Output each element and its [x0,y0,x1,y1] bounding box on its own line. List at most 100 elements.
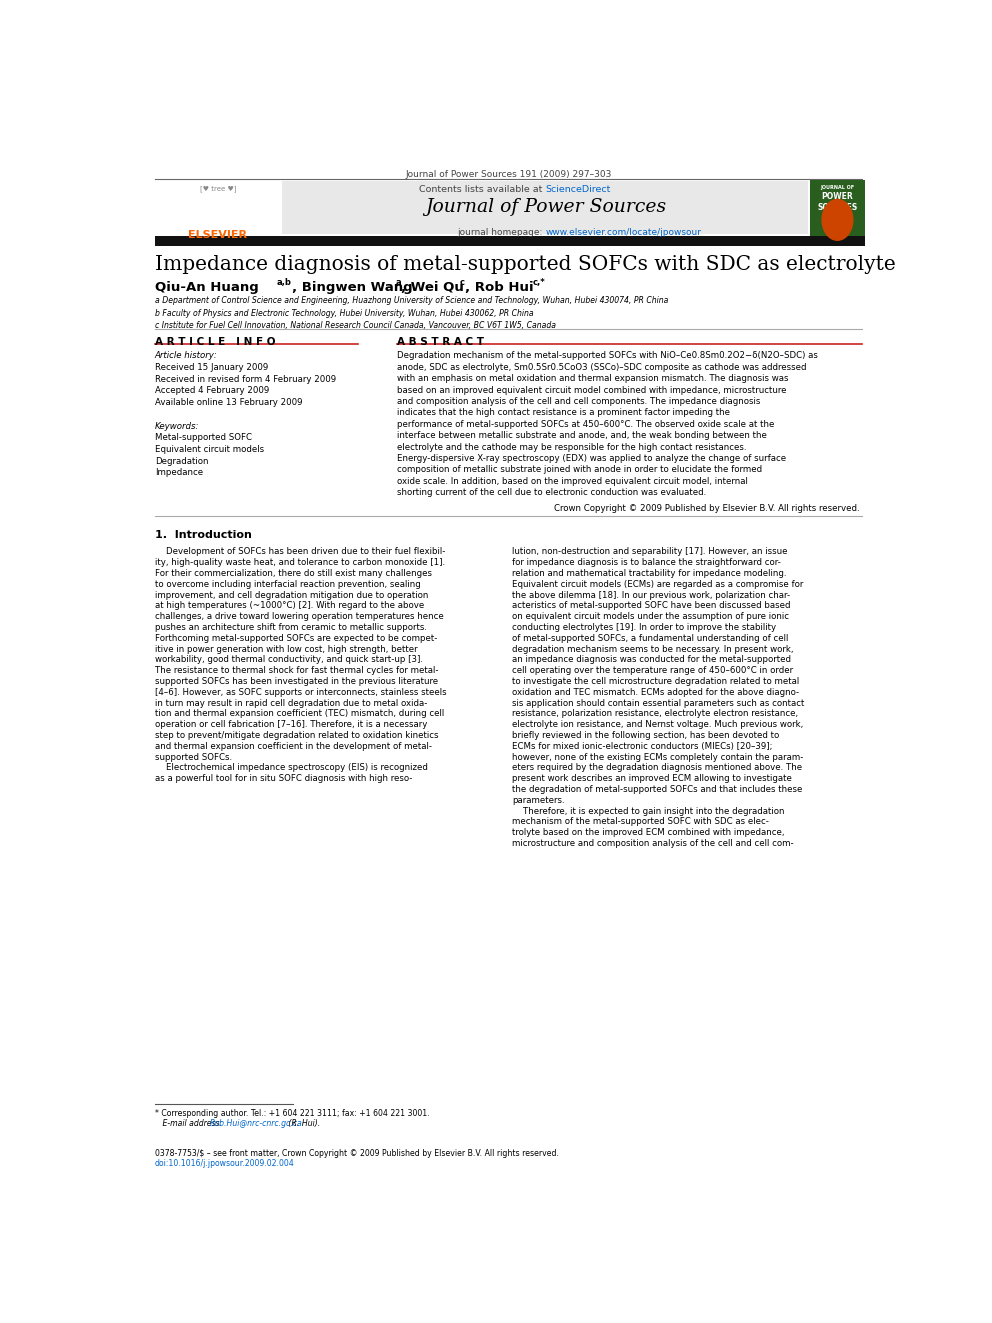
Text: Degradation mechanism of the metal-supported SOFCs with NiO–Ce0.8Sm0.2O2−δ(N2O–S: Degradation mechanism of the metal-suppo… [397,352,817,360]
Text: resistance, polarization resistance, electrolyte electron resistance,: resistance, polarization resistance, ele… [512,709,799,718]
Text: itive in power generation with low cost, high strength, better: itive in power generation with low cost,… [155,644,418,654]
Text: oxidation and TEC mismatch. ECMs adopted for the above diagno-: oxidation and TEC mismatch. ECMs adopted… [512,688,800,697]
Text: present work describes an improved ECM allowing to investigate: present work describes an improved ECM a… [512,774,793,783]
Text: Received in revised form 4 February 2009: Received in revised form 4 February 2009 [155,374,336,384]
Text: doi:10.1016/j.jpowsour.2009.02.004: doi:10.1016/j.jpowsour.2009.02.004 [155,1159,295,1168]
Text: oxide scale. In addition, based on the improved equivalent circuit model, intern: oxide scale. In addition, based on the i… [397,476,748,486]
Text: c,*: c,* [533,278,545,287]
Text: Therefore, it is expected to gain insight into the degradation: Therefore, it is expected to gain insigh… [512,807,785,816]
Text: trolyte based on the improved ECM combined with impedance,: trolyte based on the improved ECM combin… [512,828,785,837]
Text: step to prevent/mitigate degradation related to oxidation kinetics: step to prevent/mitigate degradation rel… [155,732,438,740]
Text: Metal-supported SOFC: Metal-supported SOFC [155,434,252,442]
Text: Journal of Power Sources 191 (2009) 297–303: Journal of Power Sources 191 (2009) 297–… [405,169,612,179]
Text: Rob.Hui@nrc-cnrc.gc.ca: Rob.Hui@nrc-cnrc.gc.ca [209,1119,303,1129]
Text: as a powerful tool for in situ SOFC diagnosis with high reso-: as a powerful tool for in situ SOFC diag… [155,774,412,783]
Text: a Department of Control Science and Engineering, Huazhong University of Science : a Department of Control Science and Engi… [155,296,669,306]
Text: cell operating over the temperature range of 450–600°C in order: cell operating over the temperature rang… [512,667,794,675]
Text: , Bingwen Wang: , Bingwen Wang [292,280,413,294]
Text: ScienceDirect: ScienceDirect [546,185,611,194]
Text: Received 15 January 2009: Received 15 January 2009 [155,363,268,372]
Text: Qiu-An Huang: Qiu-An Huang [155,280,259,294]
Text: ECMs for mixed ionic-electronic conductors (MIECs) [20–39];: ECMs for mixed ionic-electronic conducto… [512,742,773,751]
Text: of metal-supported SOFCs, a fundamental understanding of cell: of metal-supported SOFCs, a fundamental … [512,634,789,643]
Text: 0378-7753/$ – see front matter, Crown Copyright © 2009 Published by Elsevier B.V: 0378-7753/$ – see front matter, Crown Co… [155,1148,558,1158]
Text: www.elsevier.com/locate/jpowsour: www.elsevier.com/locate/jpowsour [546,228,701,237]
Text: ity, high-quality waste heat, and tolerance to carbon monoxide [1].: ity, high-quality waste heat, and tolera… [155,558,444,568]
Text: acteristics of metal-supported SOFC have been discussed based: acteristics of metal-supported SOFC have… [512,602,791,610]
Text: in turn may result in rapid cell degradation due to metal oxida-: in turn may result in rapid cell degrada… [155,699,428,708]
Text: supported SOFCs has been investigated in the previous literature: supported SOFCs has been investigated in… [155,677,437,687]
Text: microstructure and composition analysis of the cell and cell com-: microstructure and composition analysis … [512,839,794,848]
Text: challenges, a drive toward lowering operation temperatures hence: challenges, a drive toward lowering oper… [155,613,443,622]
Text: mechanism of the metal-supported SOFC with SDC as elec-: mechanism of the metal-supported SOFC wi… [512,818,769,827]
Text: and composition analysis of the cell and cell components. The impedance diagnosi: and composition analysis of the cell and… [397,397,760,406]
Text: composition of metallic substrate joined with anode in order to elucidate the fo: composition of metallic substrate joined… [397,466,762,475]
Text: Energy-dispersive X-ray spectroscopy (EDX) was applied to analyze the change of : Energy-dispersive X-ray spectroscopy (ED… [397,454,786,463]
Text: shorting current of the cell due to electronic conduction was evaluated.: shorting current of the cell due to elec… [397,488,706,497]
Text: interface between metallic substrate and anode, and, the weak bonding between th: interface between metallic substrate and… [397,431,767,441]
Text: , Rob Hui: , Rob Hui [464,280,534,294]
Text: pushes an architecture shift from ceramic to metallic supports.: pushes an architecture shift from cerami… [155,623,427,632]
Text: JOURNAL OF: JOURNAL OF [820,185,854,191]
Text: Forthcoming metal-supported SOFCs are expected to be compet-: Forthcoming metal-supported SOFCs are ex… [155,634,437,643]
Text: degradation mechanism seems to be necessary. In present work,: degradation mechanism seems to be necess… [512,644,794,654]
Text: supported SOFCs.: supported SOFCs. [155,753,232,762]
Text: electrolyte and the cathode may be responsible for the high contact resistances.: electrolyte and the cathode may be respo… [397,443,746,451]
Text: Crown Copyright © 2009 Published by Elsevier B.V. All rights reserved.: Crown Copyright © 2009 Published by Else… [555,504,860,513]
Text: [4–6]. However, as SOFC supports or interconnects, stainless steels: [4–6]. However, as SOFC supports or inte… [155,688,446,697]
Text: briefly reviewed in the following section, has been devoted to: briefly reviewed in the following sectio… [512,732,780,740]
Text: c Institute for Fuel Cell Innovation, National Research Council Canada, Vancouve: c Institute for Fuel Cell Innovation, Na… [155,320,556,329]
Text: Electrochemical impedance spectroscopy (EIS) is recognized: Electrochemical impedance spectroscopy (… [155,763,428,773]
Text: Keywords:: Keywords: [155,422,199,430]
Text: POWER: POWER [821,192,853,201]
Text: a,b: a,b [276,278,291,287]
Text: ELSEVIER: ELSEVIER [188,230,247,239]
Text: tion and thermal expansion coefficient (TEC) mismatch, during cell: tion and thermal expansion coefficient (… [155,709,444,718]
Text: based on an improved equivalent circuit model combined with impedance, microstru: based on an improved equivalent circuit … [397,385,787,394]
Text: Accepted 4 February 2009: Accepted 4 February 2009 [155,386,269,396]
Text: at high temperatures (~1000°C) [2]. With regard to the above: at high temperatures (~1000°C) [2]. With… [155,602,424,610]
Text: workability, good thermal conductivity, and quick start-up [3].: workability, good thermal conductivity, … [155,655,423,664]
Text: parameters.: parameters. [512,796,564,804]
Text: Journal of Power Sources: Journal of Power Sources [425,198,666,217]
Text: the degradation of metal-supported SOFCs and that includes these: the degradation of metal-supported SOFCs… [512,785,803,794]
Text: Article history:: Article history: [155,352,217,360]
Bar [155,237,865,246]
Text: anode, SDC as electrolyte, Sm0.5Sr0.5CoO3 (SSCo)–SDC composite as cathode was ad: anode, SDC as electrolyte, Sm0.5Sr0.5CoO… [397,363,806,372]
Text: and thermal expansion coefficient in the development of metal-: and thermal expansion coefficient in the… [155,742,432,751]
Text: A B S T R A C T: A B S T R A C T [397,337,484,347]
Text: lution, non-destruction and separability [17]. However, an issue: lution, non-destruction and separability… [512,548,788,557]
Bar [809,180,865,239]
Text: electrolyte ion resistance, and Nernst voltage. Much previous work,: electrolyte ion resistance, and Nernst v… [512,720,804,729]
Text: operation or cell fabrication [7–16]. Therefore, it is a necessary: operation or cell fabrication [7–16]. Th… [155,720,428,729]
Text: Contents lists available at: Contents lists available at [419,185,546,194]
Text: c: c [459,278,464,287]
Text: an impedance diagnosis was conducted for the metal-supported: an impedance diagnosis was conducted for… [512,655,792,664]
Text: with an emphasis on metal oxidation and thermal expansion mismatch. The diagnosi: with an emphasis on metal oxidation and … [397,374,789,384]
Text: journal homepage:: journal homepage: [457,228,546,237]
Text: (R. Hui).: (R. Hui). [287,1119,320,1129]
Text: conducting electrolytes [19]. In order to improve the stability: conducting electrolytes [19]. In order t… [512,623,777,632]
Text: relation and mathematical tractability for impedance modeling.: relation and mathematical tractability f… [512,569,787,578]
Text: the above dilemma [18]. In our previous work, polarization char-: the above dilemma [18]. In our previous … [512,590,791,599]
Bar [155,181,282,234]
Circle shape [822,200,853,241]
Text: however, none of the existing ECMs completely contain the param-: however, none of the existing ECMs compl… [512,753,804,762]
Text: * Corresponding author. Tel.: +1 604 221 3111; fax: +1 604 221 3001.: * Corresponding author. Tel.: +1 604 221… [155,1109,430,1118]
Text: E-mail address:: E-mail address: [155,1119,224,1129]
Text: improvement, and cell degradation mitigation due to operation: improvement, and cell degradation mitiga… [155,590,429,599]
Text: for impedance diagnosis is to balance the straightforward cor-: for impedance diagnosis is to balance th… [512,558,781,568]
Text: b Faculty of Physics and Electronic Technology, Hubei University, Wuhan, Hubei 4: b Faculty of Physics and Electronic Tech… [155,308,534,318]
Text: Equivalent circuit models: Equivalent circuit models [155,445,264,454]
Text: SOURCES: SOURCES [817,202,857,212]
Text: to investigate the cell microstructure degradation related to metal: to investigate the cell microstructure d… [512,677,800,687]
Text: eters required by the degradation diagnosis mentioned above. The: eters required by the degradation diagno… [512,763,803,773]
Text: , Wei Qu: , Wei Qu [401,280,463,294]
Text: Impedance diagnosis of metal-supported SOFCs with SDC as electrolyte: Impedance diagnosis of metal-supported S… [155,254,896,274]
Bar [282,181,808,234]
Text: performance of metal-supported SOFCs at 450–600°C. The observed oxide scale at t: performance of metal-supported SOFCs at … [397,419,775,429]
Text: A R T I C L E   I N F O: A R T I C L E I N F O [155,337,275,347]
Text: a: a [396,278,401,287]
Text: to overcome including interfacial reaction prevention, sealing: to overcome including interfacial reacti… [155,579,421,589]
Text: indicates that the high contact resistance is a prominent factor impeding the: indicates that the high contact resistan… [397,409,730,417]
